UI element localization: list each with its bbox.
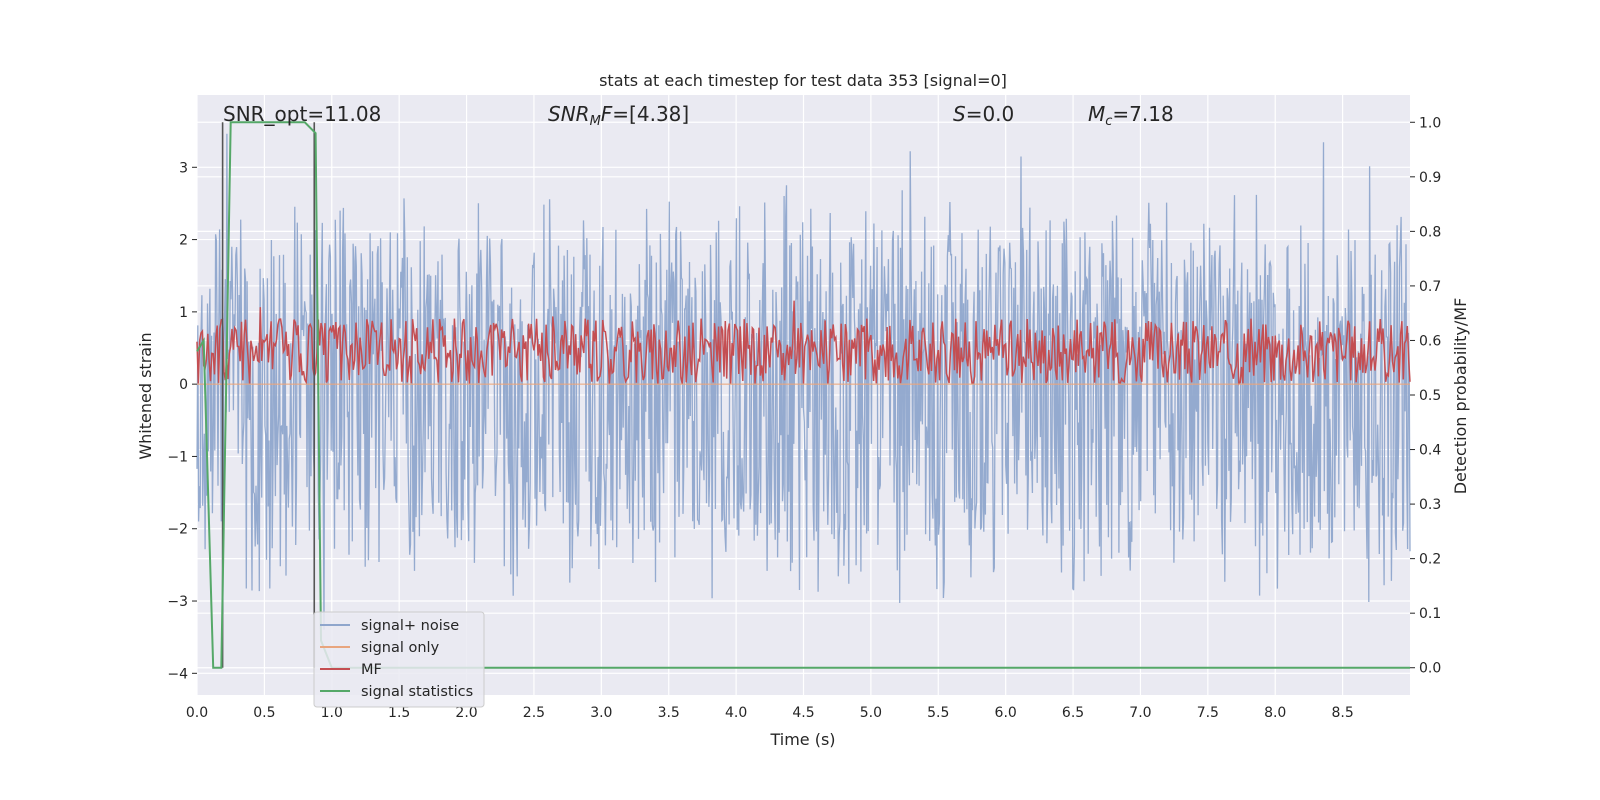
y-axis-label: Whitened strain bbox=[136, 332, 155, 459]
x-tick-label: 0.0 bbox=[186, 705, 208, 721]
x-tick-label: 1.0 bbox=[321, 705, 343, 721]
y2-tick-label: 1.0 bbox=[1419, 115, 1441, 131]
y-tick-label: −4 bbox=[167, 666, 188, 682]
x-tick-label: 7.0 bbox=[1129, 705, 1151, 721]
x-tick-label: 2.5 bbox=[523, 705, 545, 721]
x-axis-ticks: 0.0 0.5 1.0 1.5 2.0 2.5 3.0 3.5 4.0 4.5 5.0 5.5 6.0 6… bbox=[186, 705, 1354, 721]
x-tick-label: 7.5 bbox=[1197, 705, 1219, 721]
y-tick-label: 0 bbox=[179, 377, 188, 393]
y-tick-label: 2 bbox=[179, 233, 188, 249]
x-tick-label: 2.0 bbox=[455, 705, 477, 721]
y2-axis-ticks: 0.0 0.1 0.2 0.3 0.4 0.5 0.6 0.7 0.8 0.9 1.0 bbox=[1410, 115, 1441, 677]
y2-tick-label: 0.8 bbox=[1419, 224, 1441, 240]
y2-tick-label: 0.7 bbox=[1419, 279, 1441, 295]
y2-tick-label: 0.3 bbox=[1419, 497, 1441, 513]
y2-axis-label: Detection probability/MF bbox=[1451, 298, 1470, 495]
x-tick-label: 0.5 bbox=[253, 705, 275, 721]
chart-title: stats at each timestep for test data 353… bbox=[599, 71, 1007, 90]
annotation-snr-opt: SNR_opt=11.08 bbox=[223, 102, 381, 126]
legend: signal+ noise signal only MF signal stat… bbox=[313, 611, 485, 708]
legend-label-signal-statistics: signal statistics bbox=[361, 684, 473, 700]
y-tick-label: 3 bbox=[179, 160, 188, 176]
annotation-s: S=0.0 bbox=[953, 102, 1014, 126]
x-axis-label: Time (s) bbox=[769, 730, 835, 749]
x-tick-label: 5.5 bbox=[927, 705, 949, 721]
y2-tick-label: 0.2 bbox=[1419, 552, 1441, 568]
annotation-mc: Mc=7.18 bbox=[1088, 102, 1174, 129]
x-tick-label: 8.0 bbox=[1264, 705, 1286, 721]
y2-tick-label: 0.4 bbox=[1419, 443, 1441, 459]
series-signal-noise bbox=[196, 133, 1411, 630]
x-tick-label: 1.5 bbox=[388, 705, 410, 721]
x-tick-label: 6.5 bbox=[1062, 705, 1084, 721]
legend-label-signal-noise: signal+ noise bbox=[361, 618, 459, 634]
x-tick-label: 4.0 bbox=[725, 705, 747, 721]
y-tick-label: −1 bbox=[167, 449, 188, 465]
y-tick-label: −2 bbox=[167, 522, 188, 538]
y2-tick-label: 0.0 bbox=[1419, 661, 1441, 677]
y2-tick-label: 0.1 bbox=[1419, 606, 1441, 622]
legend-label-signal-only: signal only bbox=[361, 640, 440, 656]
y-tick-label: −3 bbox=[167, 594, 188, 610]
y2-tick-label: 0.9 bbox=[1419, 170, 1441, 186]
legend-box bbox=[313, 611, 485, 708]
y2-tick-label: 0.5 bbox=[1419, 388, 1441, 404]
x-tick-label: 4.5 bbox=[792, 705, 814, 721]
y-axis-ticks: −4 −3 −2 −1 0 1 2 3 bbox=[167, 160, 197, 682]
annotation-snr-mf: SNRMF=[4.38] bbox=[548, 102, 689, 129]
legend-label-mf: MF bbox=[361, 662, 382, 678]
signal-noise-line bbox=[196, 133, 1411, 630]
y2-tick-label: 0.6 bbox=[1419, 333, 1441, 349]
x-tick-label: 5.0 bbox=[860, 705, 882, 721]
x-tick-label: 3.5 bbox=[658, 705, 680, 721]
x-tick-label: 6.0 bbox=[995, 705, 1017, 721]
x-tick-label: 8.5 bbox=[1331, 705, 1353, 721]
y-tick-label: 1 bbox=[179, 305, 188, 321]
x-tick-label: 3.0 bbox=[590, 705, 612, 721]
